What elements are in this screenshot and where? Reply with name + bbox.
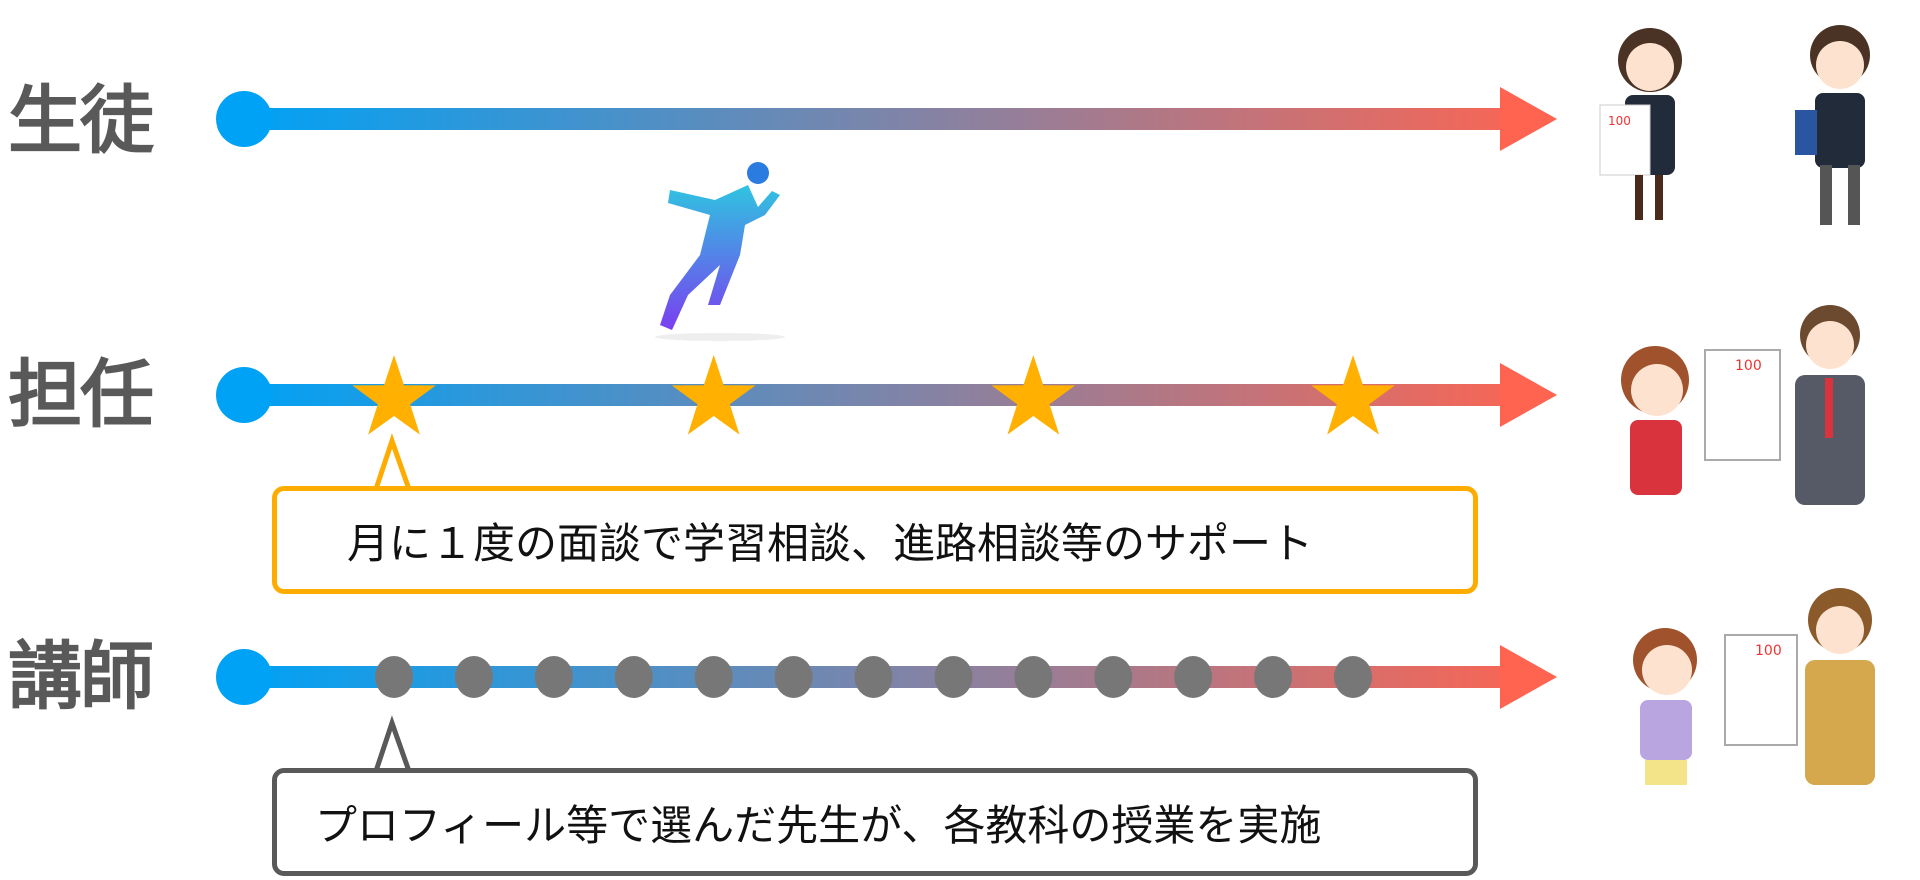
boy-teacher-illustration: 100 — [1621, 305, 1865, 505]
lesson-dot-marker — [934, 656, 973, 698]
timeline-start-dot — [216, 649, 272, 705]
lesson-dot-marker — [1094, 656, 1133, 698]
svg-text:100: 100 — [1735, 358, 1762, 374]
students-illustration: 100 — [1599, 25, 1870, 225]
lesson-dot-marker — [1174, 656, 1213, 698]
callout-pointer-instructor — [371, 715, 414, 777]
timeline-start-dot — [216, 367, 272, 423]
arrowhead — [1500, 87, 1557, 151]
svg-text:100: 100 — [1755, 643, 1782, 659]
arrowhead — [1500, 645, 1557, 709]
lesson-dot-marker — [854, 656, 893, 698]
runner-illustration — [655, 162, 785, 341]
star-marker — [1311, 355, 1395, 435]
timeline-arrow-shaft — [242, 108, 1504, 130]
lesson-dot-marker — [694, 656, 733, 698]
timeline-arrow-shaft — [242, 384, 1504, 406]
lesson-dot-marker — [1334, 656, 1372, 698]
lesson-dot-marker — [774, 656, 813, 698]
lesson-dot-marker — [375, 656, 413, 698]
star-marker — [991, 355, 1076, 435]
row-label-instructor: 講師 — [8, 634, 154, 720]
callout-instructor: プロフィール等で選んだ先生が、各教科の授業を実施 — [272, 768, 1478, 876]
lesson-dot-marker — [454, 656, 493, 698]
lesson-dot-marker — [1254, 656, 1293, 698]
arrowhead — [1500, 363, 1557, 427]
callout-pointer-homeroom — [371, 433, 414, 495]
row-label-student: 生徒 — [8, 78, 154, 164]
callout-homeroom: 月に１度の面談で学習相談、進路相談等のサポート — [272, 486, 1478, 594]
girl-teacher-illustration: 100 — [1633, 588, 1875, 785]
row-label-homeroom: 担任 — [8, 352, 154, 438]
star-marker — [671, 355, 756, 435]
lesson-dot-marker — [534, 656, 573, 698]
star-marker — [352, 355, 436, 435]
svg-text:100: 100 — [1608, 114, 1631, 128]
timeline-start-dot — [216, 91, 272, 147]
lesson-dot-marker — [614, 656, 653, 698]
lesson-dot-marker — [1014, 656, 1053, 698]
